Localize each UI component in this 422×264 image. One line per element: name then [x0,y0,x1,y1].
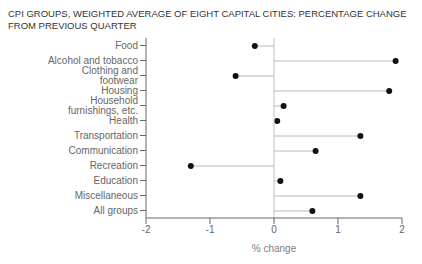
svg-text:2: 2 [399,224,405,235]
svg-text:Education: Education [94,175,138,186]
html-text:CPI GROUPS, WEIGHTED AVERAGE O: CPI GROUPS, WEIGHTED AVERAGE OF EIGHT CA… [8,8,407,31]
svg-text:-1: -1 [206,224,215,235]
svg-text:Food: Food [115,40,138,51]
svg-text:% change: % change [252,243,297,254]
svg-text:Alcohol and tobacco: Alcohol and tobacco [47,55,138,67]
svg-text:-2: -2 [142,224,151,235]
svg-text:0: 0 [271,224,277,235]
svg-text:Householdfurnishings, etc.: Householdfurnishings, etc. [68,95,138,116]
svg-text:Health: Health [109,115,138,126]
svg-text:Communication: Communication [69,145,138,156]
svg-text:Transportation: Transportation [74,130,138,141]
svg-text:1: 1 [335,224,341,235]
svg-text:Miscellaneous: Miscellaneous [75,190,138,201]
svg-text:Clothing andfootwear: Clothing andfootwear [82,65,139,86]
svg-text:All groups: All groups [94,205,138,216]
svg-text:Recreation: Recreation [90,160,138,171]
svg-text:Housing: Housing [101,85,138,97]
